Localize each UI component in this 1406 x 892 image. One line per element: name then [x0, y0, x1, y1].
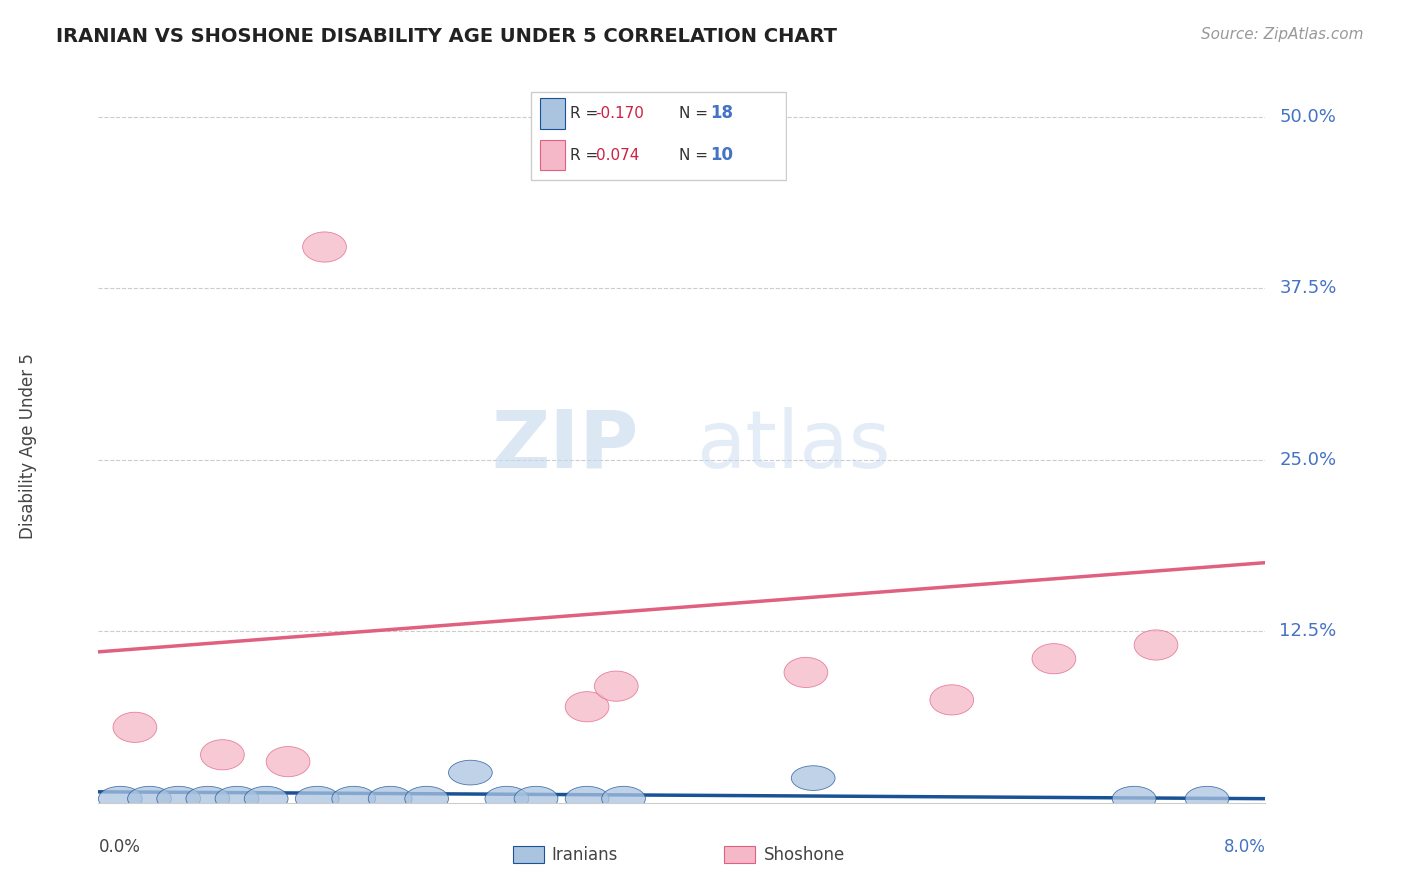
Text: ZIP: ZIP: [491, 407, 638, 485]
Text: R =: R =: [569, 106, 603, 120]
Text: N =: N =: [679, 147, 713, 162]
Ellipse shape: [792, 765, 835, 790]
Ellipse shape: [565, 787, 609, 811]
Ellipse shape: [302, 232, 346, 262]
Text: -0.170: -0.170: [596, 106, 644, 120]
Bar: [540, 98, 565, 128]
Ellipse shape: [266, 747, 309, 777]
Ellipse shape: [515, 787, 558, 811]
Text: 10: 10: [710, 146, 733, 164]
Ellipse shape: [157, 787, 201, 811]
Text: 37.5%: 37.5%: [1279, 279, 1337, 297]
Ellipse shape: [602, 787, 645, 811]
Ellipse shape: [215, 787, 259, 811]
Ellipse shape: [98, 787, 142, 811]
Ellipse shape: [1112, 787, 1156, 811]
Text: 12.5%: 12.5%: [1279, 623, 1337, 640]
Text: 50.0%: 50.0%: [1279, 108, 1336, 126]
Ellipse shape: [112, 712, 157, 742]
Ellipse shape: [449, 760, 492, 785]
Text: R =: R =: [569, 147, 603, 162]
Text: 0.074: 0.074: [596, 147, 640, 162]
Text: IRANIAN VS SHOSHONE DISABILITY AGE UNDER 5 CORRELATION CHART: IRANIAN VS SHOSHONE DISABILITY AGE UNDER…: [56, 27, 837, 45]
Ellipse shape: [295, 787, 339, 811]
Text: Iranians: Iranians: [551, 846, 617, 863]
Ellipse shape: [1185, 787, 1229, 811]
Ellipse shape: [485, 787, 529, 811]
Ellipse shape: [1032, 644, 1076, 673]
Bar: [540, 140, 565, 170]
Text: Source: ZipAtlas.com: Source: ZipAtlas.com: [1201, 27, 1364, 42]
Text: N =: N =: [679, 106, 713, 120]
Ellipse shape: [1135, 630, 1178, 660]
Text: 8.0%: 8.0%: [1223, 838, 1265, 856]
Ellipse shape: [332, 787, 375, 811]
Text: 25.0%: 25.0%: [1279, 450, 1337, 468]
Ellipse shape: [368, 787, 412, 811]
Ellipse shape: [186, 787, 229, 811]
Ellipse shape: [405, 787, 449, 811]
Ellipse shape: [128, 787, 172, 811]
Ellipse shape: [785, 657, 828, 688]
Text: 0.0%: 0.0%: [98, 838, 141, 856]
Text: 18: 18: [710, 104, 733, 122]
Text: Shoshone: Shoshone: [763, 846, 845, 863]
Ellipse shape: [201, 739, 245, 770]
Text: Disability Age Under 5: Disability Age Under 5: [20, 353, 37, 539]
Ellipse shape: [245, 787, 288, 811]
Text: atlas: atlas: [696, 407, 891, 485]
Ellipse shape: [929, 685, 973, 715]
Ellipse shape: [565, 691, 609, 722]
FancyBboxPatch shape: [531, 92, 786, 179]
Ellipse shape: [595, 671, 638, 701]
